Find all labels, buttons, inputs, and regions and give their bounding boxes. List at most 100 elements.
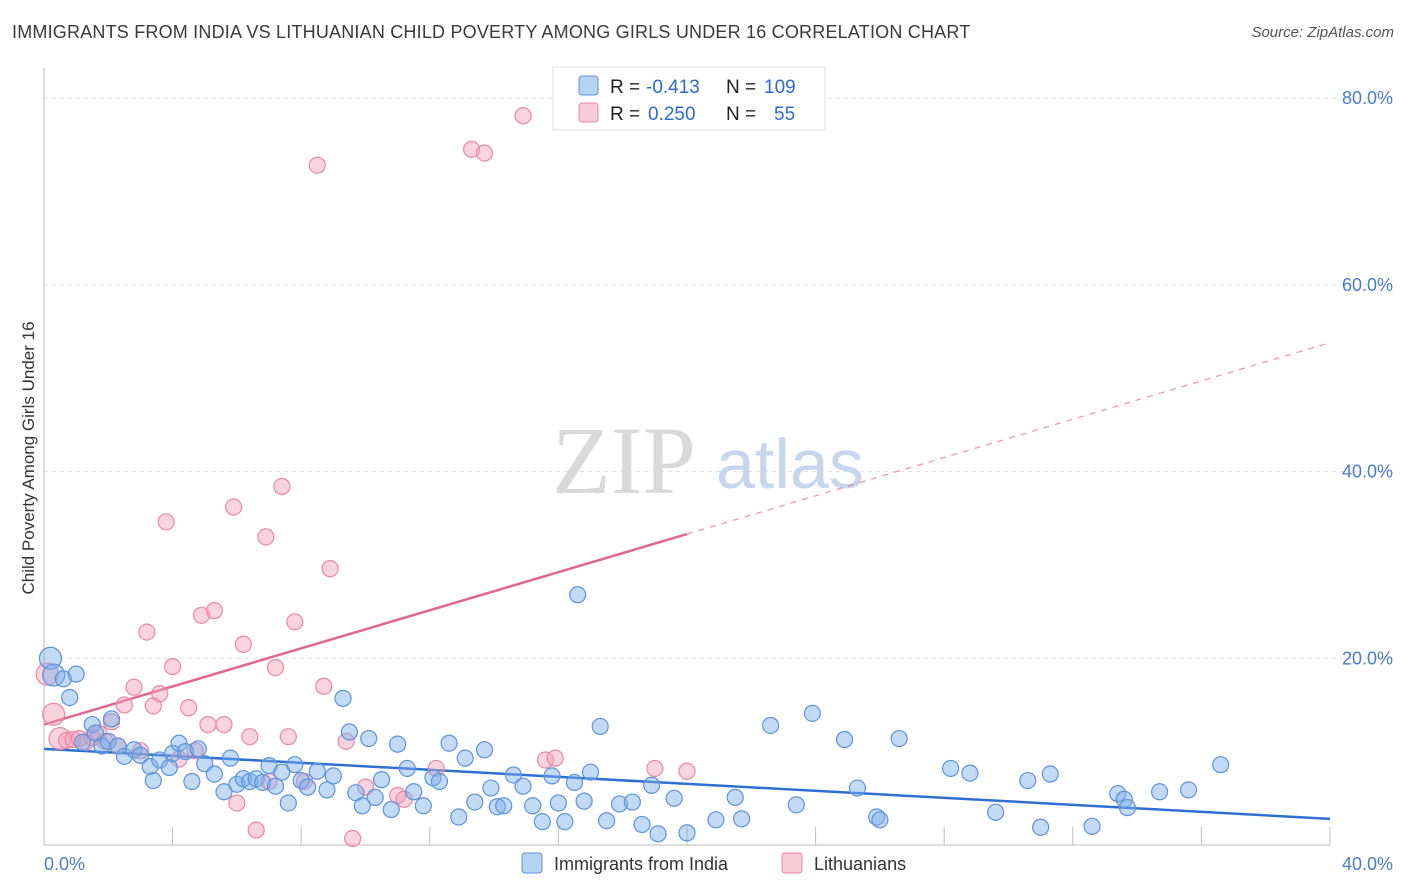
lithuanians-point: [205, 602, 223, 620]
india-point: [273, 763, 291, 781]
lithuanians-point: [308, 156, 326, 174]
india-point: [160, 758, 178, 777]
series-legend: Immigrants from India Lithuanians: [521, 852, 906, 874]
india-point: [623, 793, 641, 811]
india-point: [598, 812, 616, 830]
tick-labels: 20.0% 40.0% 60.0% 80.0% 0.0% 40.0%: [44, 88, 1393, 874]
india-point: [405, 783, 423, 801]
lithuanians-point: [475, 144, 494, 162]
lithuanians-point: [344, 829, 362, 848]
lithuanians-point: [321, 560, 339, 578]
india-point: [649, 825, 667, 843]
y-tick-label: 40.0%: [1342, 462, 1393, 482]
india-point: [610, 795, 629, 813]
lithuanians-point: [273, 477, 291, 496]
india-point: [215, 783, 233, 801]
chart-title: IMMIGRANTS FROM INDIA VS LITHUANIAN CHIL…: [12, 22, 971, 42]
india-point: [183, 772, 201, 791]
india-point: [254, 773, 272, 792]
lithuanians-point: [427, 759, 445, 778]
india-point: [726, 788, 744, 806]
india-point: [299, 778, 317, 796]
x-tick-label: 0.0%: [44, 854, 85, 874]
india-point: [67, 665, 85, 683]
india-point: [987, 803, 1005, 821]
india-point: [835, 730, 854, 749]
india-point: [360, 729, 378, 748]
india-point: [569, 586, 587, 604]
india-point: [868, 808, 886, 826]
india-point: [205, 765, 223, 783]
lithuanians-point: [138, 623, 156, 641]
lithuanians-point: [241, 728, 259, 746]
india-point: [565, 773, 584, 792]
india-point: [1151, 783, 1169, 801]
india-point: [556, 813, 574, 831]
legend-item-lithuanians-swatch: [781, 852, 803, 874]
india-point: [73, 733, 92, 751]
india-point: [456, 749, 474, 767]
legend-item-india-swatch: [521, 852, 543, 874]
india-point: [366, 788, 384, 806]
legend-item-india: Immigrants from India: [554, 854, 729, 874]
x-tick-label: 40.0%: [1342, 854, 1393, 874]
india-point: [440, 734, 458, 752]
india-point: [398, 759, 416, 778]
lithuanians-point: [42, 702, 66, 726]
y-tick-label: 20.0%: [1342, 648, 1393, 668]
lithuanians-point: [266, 658, 285, 677]
lithuanians-point: [125, 678, 143, 696]
lithuanians-point: [646, 759, 664, 778]
india-point: [1118, 799, 1137, 817]
lithuanians-point: [462, 140, 481, 158]
lithuanians-point: [215, 715, 233, 734]
data-points: [35, 107, 1230, 848]
legend-n-label: N =: [726, 77, 756, 98]
india-point: [189, 740, 207, 758]
lithuanians-point: [234, 635, 252, 653]
india-point: [787, 796, 805, 814]
india-point: [334, 689, 352, 708]
lithuanians-point: [151, 685, 169, 703]
y-axis-label: Child Poverty Among Girls Under 16: [19, 321, 38, 594]
india-point: [633, 815, 651, 834]
india-point: [430, 772, 449, 791]
watermark-zip: ZIP: [552, 407, 696, 514]
india-point: [643, 776, 661, 794]
lithuanians-point: [514, 107, 532, 125]
lithuanians-point: [286, 613, 304, 631]
india-point: [102, 710, 121, 728]
legend-r-label: R =: [610, 77, 640, 98]
india-point: [1083, 817, 1101, 835]
india-point: [221, 749, 240, 767]
trend-lines: [43, 342, 1331, 821]
india-point: [761, 716, 780, 735]
india-point: [144, 771, 162, 790]
legend-item-lithuanians: Lithuanians: [814, 854, 906, 874]
y-tick-label: 80.0%: [1342, 88, 1393, 108]
india-point: [707, 811, 725, 829]
india-point: [549, 794, 568, 812]
india-point: [514, 777, 532, 795]
india-point: [1212, 756, 1230, 774]
india-point: [99, 732, 117, 750]
lithuanians-point: [225, 498, 243, 516]
india-point: [308, 762, 326, 780]
india-point: [665, 789, 683, 807]
india-point: [141, 757, 159, 776]
india-point: [176, 743, 195, 761]
lithuanians-point: [228, 794, 246, 812]
chart-source: Source: ZipAtlas.com: [1251, 24, 1394, 41]
india-point: [1032, 818, 1050, 836]
lithuanians-point: [257, 528, 275, 546]
india-point: [591, 717, 609, 736]
india-point: [414, 797, 432, 815]
india-point: [292, 771, 310, 790]
india-point: [1179, 781, 1198, 799]
india-trend-line: [43, 747, 1331, 821]
india-point: [524, 797, 542, 815]
india-point: [1019, 771, 1037, 790]
india-point: [372, 771, 391, 789]
india-point: [324, 767, 342, 785]
